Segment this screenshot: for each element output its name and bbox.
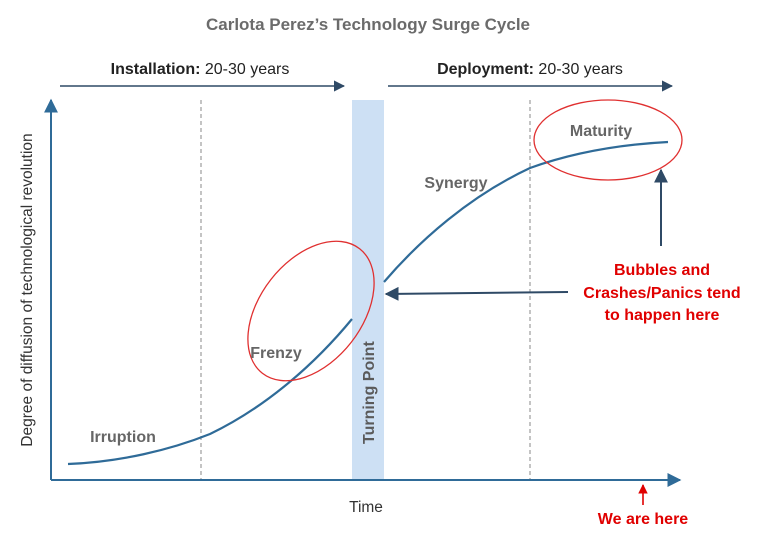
we-are-here-label: We are here <box>598 511 689 528</box>
deployment-header: Deployment: 20-30 years <box>437 61 623 78</box>
synergy-label: Synergy <box>424 175 487 192</box>
installation-label: Installation: <box>111 61 201 78</box>
turning-point-label: Turning Point <box>361 341 378 444</box>
turning-point-band <box>352 100 384 480</box>
y-axis-label: Degree of diffusion of technological rev… <box>19 133 36 446</box>
diagram-title: Carlota Perez’s Technology Surge Cycle <box>206 15 530 34</box>
maturity-label: Maturity <box>570 123 632 140</box>
maturity-highlight-ellipse <box>533 99 683 181</box>
callout-line-1: Bubbles and <box>614 262 710 279</box>
callout-line-3: to happen here <box>605 307 720 324</box>
installation-header: Installation: 20-30 years <box>111 61 290 78</box>
x-axis-label: Time <box>349 499 383 516</box>
frenzy-label: Frenzy <box>250 345 302 362</box>
irruption-label: Irruption <box>90 429 156 446</box>
deployment-label: Deployment: <box>437 61 534 78</box>
deployment-curve <box>383 140 669 283</box>
installation-curve <box>67 318 353 466</box>
callout-line-2: Crashes/Panics tend <box>583 285 740 302</box>
deployment-duration: 20-30 years <box>534 61 623 78</box>
installation-duration: 20-30 years <box>200 61 289 78</box>
callout-arrow-turning-point <box>384 286 569 301</box>
frenzy-highlight-ellipse <box>247 240 375 382</box>
